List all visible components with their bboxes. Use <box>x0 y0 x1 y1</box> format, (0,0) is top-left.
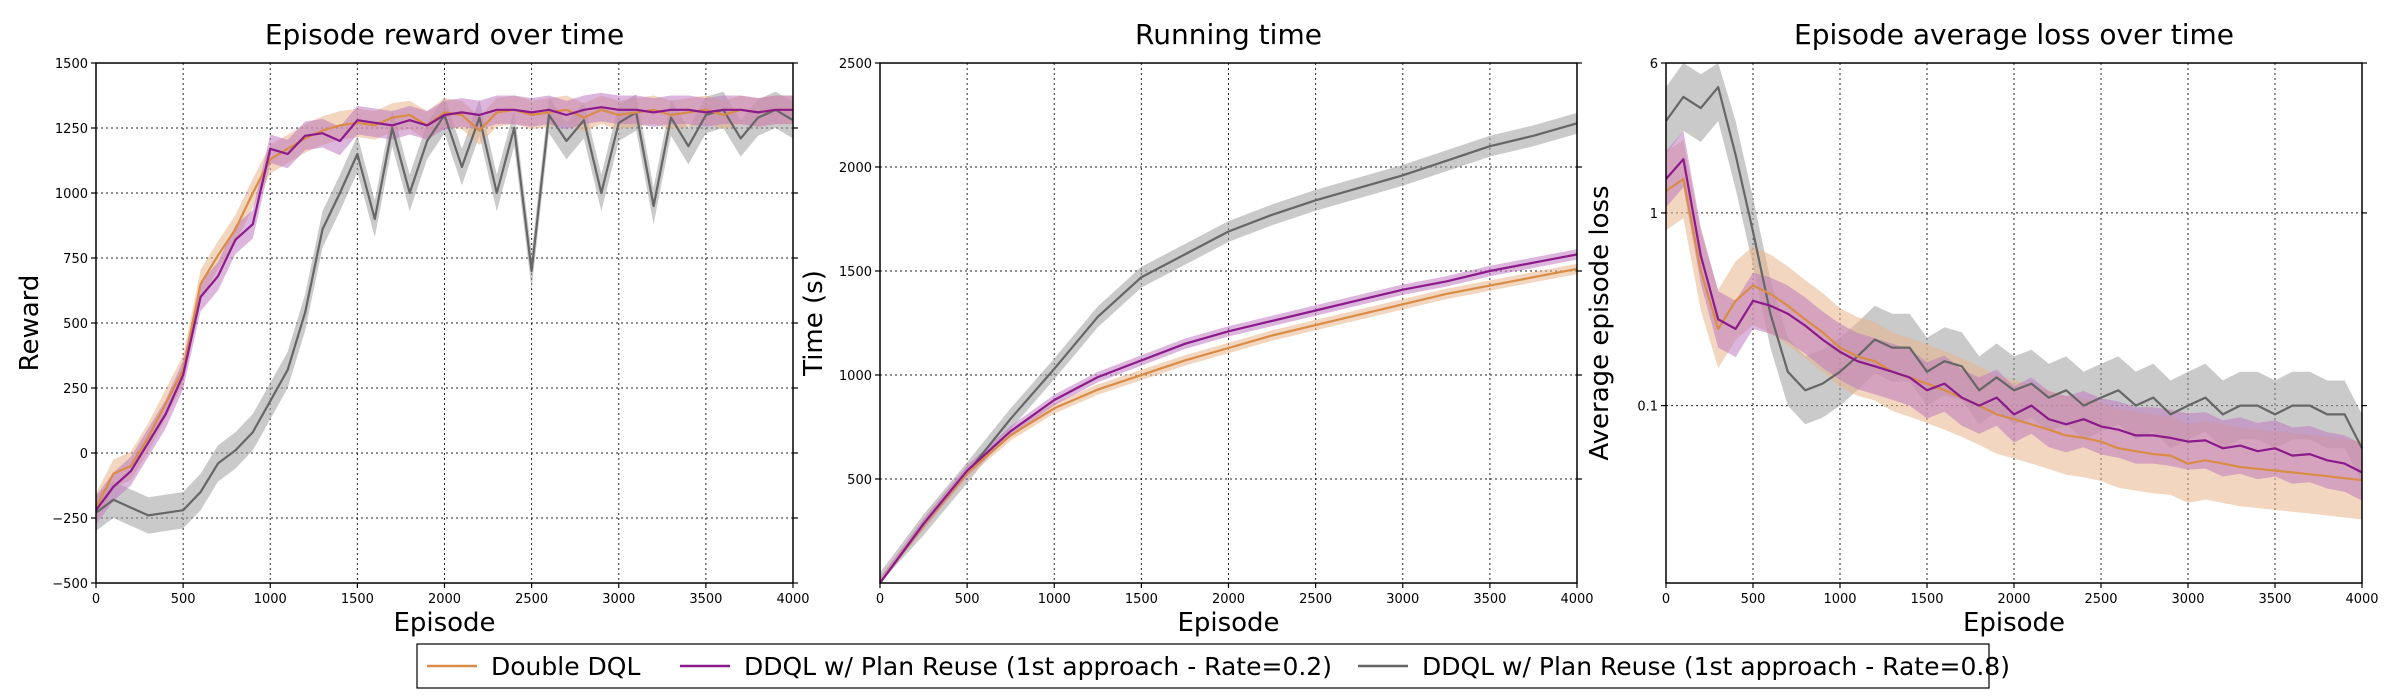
y-tick-label: 1250 <box>55 122 88 137</box>
x-tick-label: 2000 <box>428 592 461 607</box>
y-tick-label: 1 <box>1650 207 1658 222</box>
panel-3: 0 500 1000 1500 2000 2500 3000 3500 4000 0.1 1 6 Epi… <box>1585 18 2379 638</box>
chart-title: Running time <box>1135 18 1322 51</box>
line-series-3 <box>1665 85 2363 449</box>
x-tick-label: 3500 <box>1473 592 1506 607</box>
x-tick-label: 2000 <box>1212 592 1245 607</box>
legend-frame <box>416 643 1990 689</box>
x-tick-label: 3000 <box>1386 592 1419 607</box>
legend-label-2: DDQL w/ Plan Reuse (1st approach - Rate=… <box>744 652 1332 681</box>
panel-2: 0 500 1000 1500 2000 2500 3000 3500 4000 500 1000 1… <box>799 18 1594 638</box>
y-tick-label: 1000 <box>55 187 88 202</box>
x-tick-label: 4000 <box>1560 592 1593 607</box>
y-tick-label: 0 <box>80 447 88 462</box>
x-tick-label: 0 <box>92 592 100 607</box>
chart-panels: 0 500 1000 1500 2000 2500 3000 3500 4000−500−250… <box>15 18 2379 638</box>
x-tick-label: 1000 <box>1038 592 1071 607</box>
x-tick-label: 1500 <box>1910 592 1943 607</box>
band-series-3 <box>96 91 793 534</box>
x-tick-label: 3000 <box>2171 592 2204 607</box>
legend-label-1: Double DQL <box>491 652 640 681</box>
chart-title: Episode reward over time <box>265 18 624 51</box>
x-tick-label: 2500 <box>2084 592 2117 607</box>
y-tick-label: 250 <box>63 382 88 397</box>
x-tick-label: 0 <box>1662 592 1670 607</box>
x-tick-label: 2500 <box>515 592 548 607</box>
y-tick-label: 1500 <box>55 57 88 72</box>
x-axis-label: Episode <box>1177 608 1279 638</box>
x-tick-label: 2500 <box>1299 592 1332 607</box>
y-tick-label: 500 <box>63 317 88 332</box>
y-tick-label: −250 <box>52 512 88 527</box>
line-series-1 <box>95 108 793 509</box>
x-tick-label: 3500 <box>689 592 722 607</box>
y-tick-label: 6 <box>1650 57 1658 72</box>
x-tick-label: 500 <box>955 592 980 607</box>
x-tick-label: 0 <box>876 592 884 607</box>
line-series-1 <box>879 267 1578 584</box>
x-tick-label: 1500 <box>1125 592 1158 607</box>
legend-label-3: DDQL w/ Plan Reuse (1st approach - Rate=… <box>1422 652 2010 681</box>
x-tick-label: 1000 <box>1823 592 1856 607</box>
x-tick-label: 500 <box>1741 592 1766 607</box>
line-series-2 <box>95 106 793 511</box>
x-axis-label: Episode <box>1963 608 2065 638</box>
legend: Double DQL DDQL w/ Plan Reuse (1st approa… <box>416 643 2010 689</box>
x-tick-label: 4000 <box>2345 592 2378 607</box>
y-axis-label: Time (s) <box>799 270 829 377</box>
line-series-2 <box>1665 158 2363 474</box>
line-series-3 <box>879 122 1578 584</box>
line-series-1 <box>1665 177 2363 482</box>
y-tick-label: 1000 <box>839 369 872 384</box>
panel-1: 0 500 1000 1500 2000 2500 3000 3500 4000−500−250… <box>15 18 810 638</box>
y-axis-label: Average episode loss <box>1585 185 1615 460</box>
x-tick-label: 2000 <box>1997 592 2030 607</box>
x-tick-label: 4000 <box>776 592 809 607</box>
x-tick-label: 3000 <box>602 592 635 607</box>
y-tick-label: 500 <box>847 473 872 488</box>
x-tick-label: 1000 <box>254 592 287 607</box>
y-tick-label: 2000 <box>839 161 872 176</box>
y-tick-label: 750 <box>63 252 88 267</box>
x-axis-label: Episode <box>393 608 495 638</box>
line-series-2 <box>879 253 1578 584</box>
y-tick-label: 0.1 <box>1637 400 1658 415</box>
band-series-2 <box>1666 131 2362 501</box>
y-tick-label: 1500 <box>839 265 872 280</box>
chart-title: Episode average loss over time <box>1794 18 2234 51</box>
x-tick-label: 1500 <box>341 592 374 607</box>
y-tick-label: −500 <box>52 577 88 592</box>
x-tick-label: 500 <box>171 592 196 607</box>
y-axis-label: Reward <box>15 275 45 372</box>
x-tick-label: 3500 <box>2258 592 2291 607</box>
y-tick-label: 2500 <box>839 57 872 72</box>
